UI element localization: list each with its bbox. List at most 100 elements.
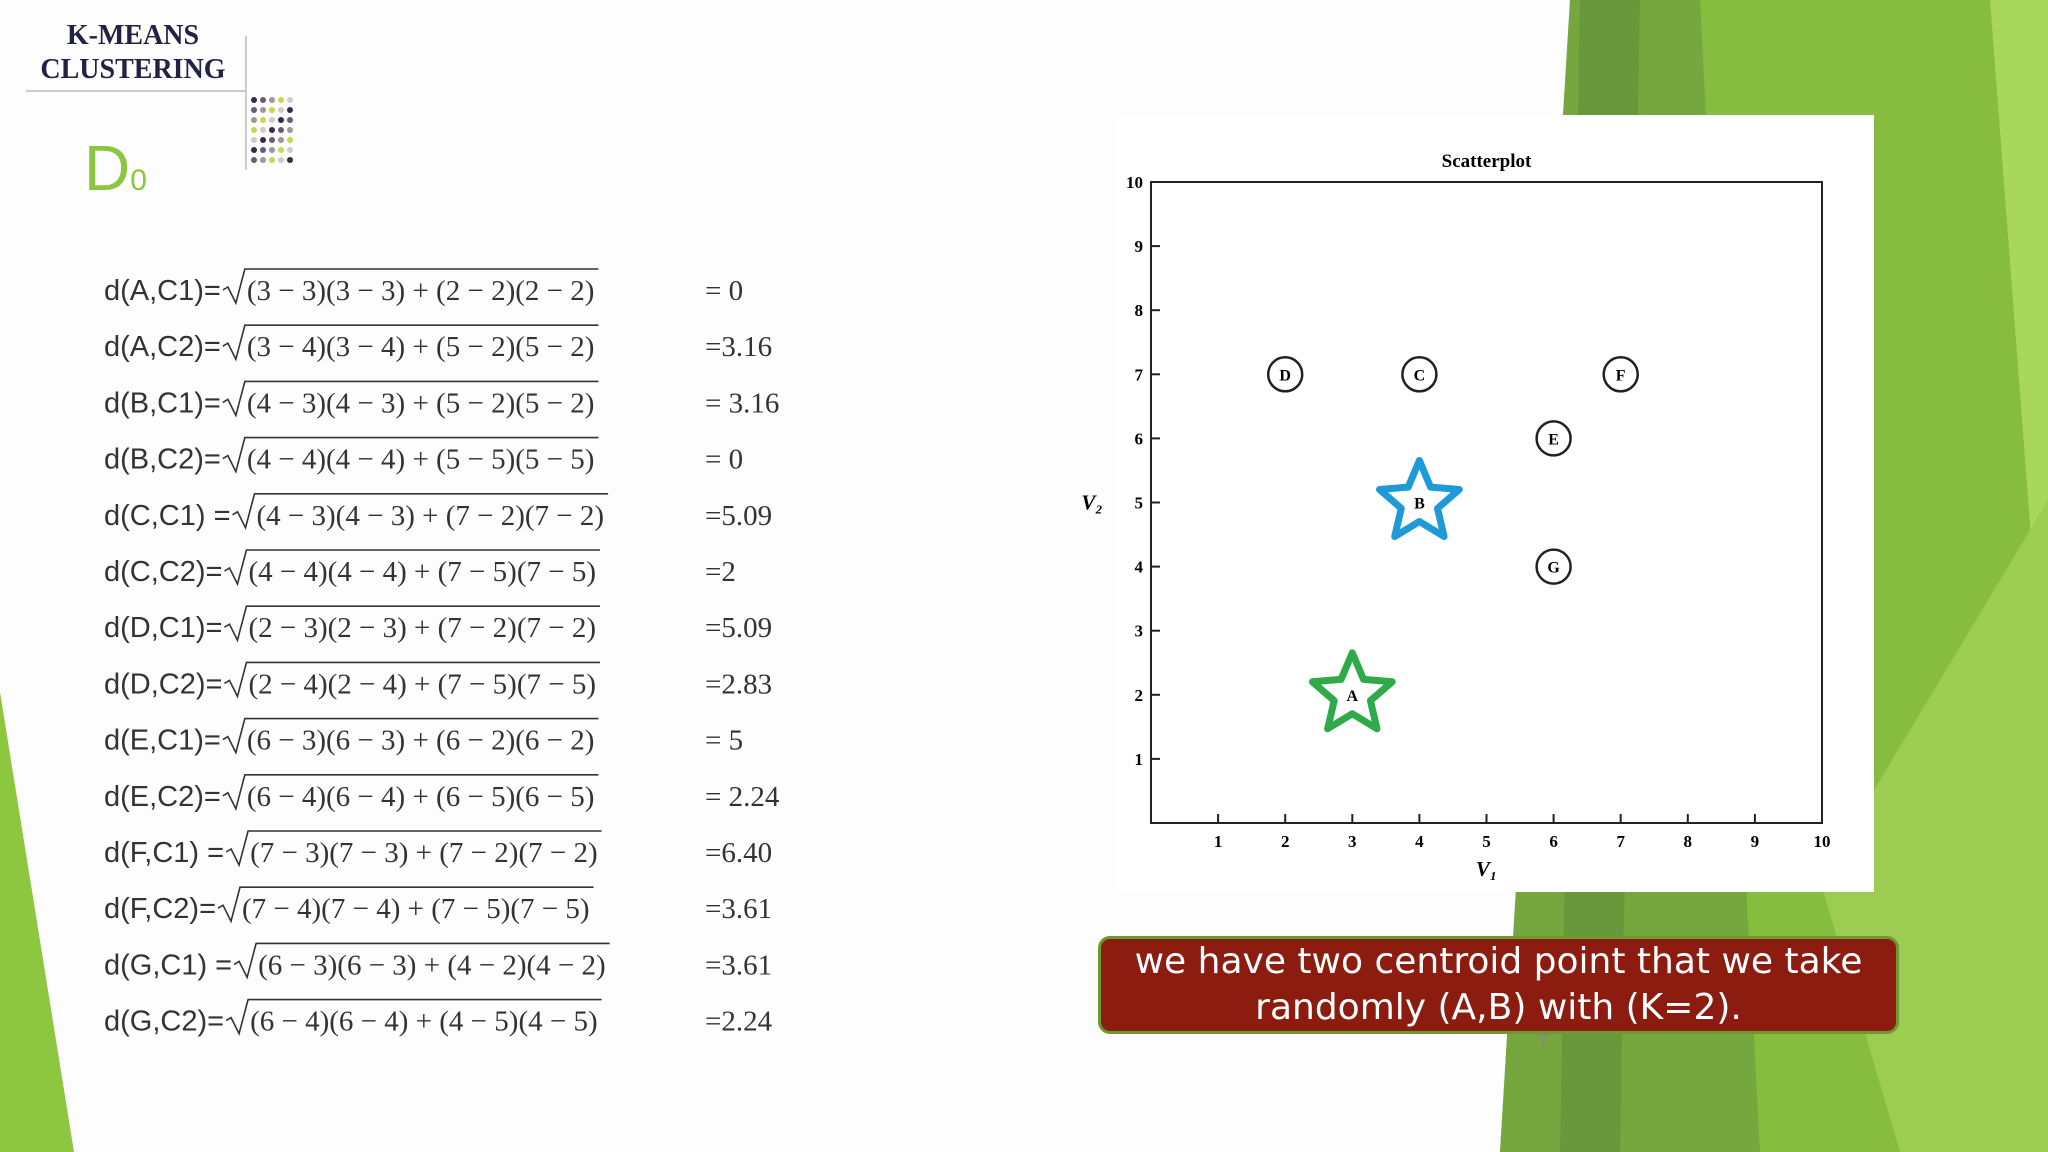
radical-sign (222, 268, 599, 306)
logo-dot (287, 97, 293, 103)
x-tick-label: 2 (1281, 832, 1290, 851)
eq-result: =5.09 (705, 500, 772, 532)
logo-dot (251, 127, 257, 133)
radical-sign (232, 493, 609, 531)
x-tick-label: 7 (1616, 832, 1625, 851)
logo-dot (260, 117, 266, 123)
eq-result: =5.09 (705, 612, 772, 644)
x-tick-label: 5 (1482, 832, 1491, 851)
x-tick-label: 10 (1814, 832, 1831, 851)
eq-radicand: (3 − 4)(3 − 4) + (5 − 2)(5 − 2) (247, 331, 595, 363)
y-tick-label: 5 (1135, 494, 1144, 513)
eq-lhs: d(D,C1)= (104, 612, 222, 644)
logo-dot (269, 137, 275, 143)
eq-radicand: (7 − 4)(7 − 4) + (7 − 5)(7 − 5) (242, 893, 590, 925)
logo-dot (287, 147, 293, 153)
logo-dot (287, 127, 293, 133)
y-tick-label: 10 (1126, 173, 1143, 192)
x-tick-label: 3 (1348, 832, 1357, 851)
logo-dot (278, 137, 284, 143)
logo-dot (269, 157, 275, 163)
logo-dot (251, 137, 257, 143)
data-point (1602, 356, 1639, 393)
eq-lhs: d(B,C1)= (104, 387, 221, 419)
logo-dot (287, 117, 293, 123)
eq-radicand: (3 − 3)(3 − 3) + (2 − 2)(2 − 2) (247, 275, 595, 307)
radical-sign (224, 549, 600, 587)
logo-dots (251, 97, 293, 163)
radical-sign (222, 774, 599, 812)
logo-dot (287, 107, 293, 113)
y-tick-label: 9 (1135, 237, 1144, 256)
logo-dot (278, 157, 284, 163)
eq-result: = 2.24 (705, 781, 780, 813)
radical-sign (217, 886, 594, 924)
logo-dot (260, 147, 266, 153)
logo-dot (287, 137, 293, 143)
point-label: C (1414, 367, 1426, 384)
eq-radicand: (6 − 3)(6 − 3) + (6 − 2)(6 − 2) (247, 725, 595, 757)
point-label: G (1547, 560, 1560, 577)
logo-dot (251, 147, 257, 153)
heading-main: D (84, 132, 130, 204)
eq-result: =3.61 (705, 893, 772, 925)
eq-radicand: (4 − 4)(4 − 4) + (5 − 5)(5 − 5) (247, 444, 595, 476)
radical-sign (222, 717, 599, 755)
eq-lhs: d(F,C1) = (104, 837, 224, 869)
eq-lhs: d(F,C2)= (104, 893, 216, 925)
logo-dot (260, 127, 266, 133)
eq-radicand: (4 − 3)(4 − 3) + (7 − 2)(7 − 2) (257, 500, 605, 532)
logo-title: K-MEANS (67, 20, 199, 51)
logo-dot (269, 97, 275, 103)
logo-dot (278, 97, 284, 103)
point-label: D (1279, 367, 1291, 384)
point-label: B (1414, 496, 1425, 513)
y-axis-label: V₂ (1081, 491, 1102, 515)
eq-radicand: (2 − 4)(2 − 4) + (7 − 5)(7 − 5) (248, 668, 596, 700)
radical-sign (222, 436, 599, 474)
y-tick-label: 3 (1135, 622, 1144, 641)
x-tick-label: 1 (1214, 832, 1223, 851)
radical-sign (225, 998, 602, 1036)
y-tick-label: 8 (1135, 301, 1144, 320)
eq-result: =6.40 (705, 837, 772, 869)
data-point (1535, 420, 1572, 457)
data-point (1266, 356, 1304, 393)
logo-dot (269, 127, 275, 133)
eq-result: =3.16 (705, 331, 772, 363)
logo-dot (251, 157, 257, 163)
x-tick-label: 8 (1684, 832, 1693, 851)
radical-sign (224, 661, 600, 699)
chart: Scatterplot V₁ V₂ 1 2 3 4 5 6 7 8 9 10 1 2 3 4 5 6 7 8 9 10 A B C… (1081, 151, 1830, 881)
point-label: E (1548, 431, 1559, 448)
y-tick-label: 2 (1135, 686, 1144, 705)
data-point (1535, 548, 1572, 585)
logo-dot (269, 147, 275, 153)
logo-dot (251, 107, 257, 113)
eq-lhs: d(B,C2)= (104, 444, 221, 476)
eq-lhs: d(C,C2)= (104, 556, 222, 588)
eq-result: = 0 (705, 444, 743, 476)
eq-lhs: d(D,C2)= (104, 668, 222, 700)
logo-dot (278, 147, 284, 153)
eq-radicand: (4 − 3)(4 − 3) + (5 − 2)(5 − 2) (247, 387, 595, 419)
centroid-star (1308, 649, 1396, 733)
radical-sign (224, 605, 600, 643)
y-tick-label: 7 (1135, 365, 1144, 384)
eq-lhs: d(E,C1)= (104, 725, 221, 757)
caption: we have two centroid point that we take … (1098, 936, 1899, 1034)
logo-dot (260, 107, 266, 113)
x-axis-label: V₁ (1476, 857, 1497, 881)
chart-title: Scatterplot (1442, 151, 1532, 172)
eq-lhs: d(G,C2)= (104, 1006, 224, 1038)
eq-result: =2.24 (705, 1006, 773, 1038)
eq-radicand: (6 − 3)(6 − 3) + (4 − 2)(4 − 2) (258, 949, 606, 981)
data-point (1401, 356, 1438, 393)
eq-radicand: (6 − 4)(6 − 4) + (6 − 5)(6 − 5) (247, 781, 595, 813)
logo-dot (287, 157, 293, 163)
y-tick-label: 4 (1135, 558, 1144, 577)
logo-dot (278, 117, 284, 123)
eq-result: = 0 (705, 275, 743, 307)
eq-result: = 3.16 (705, 387, 779, 419)
logo-dot (269, 117, 275, 123)
